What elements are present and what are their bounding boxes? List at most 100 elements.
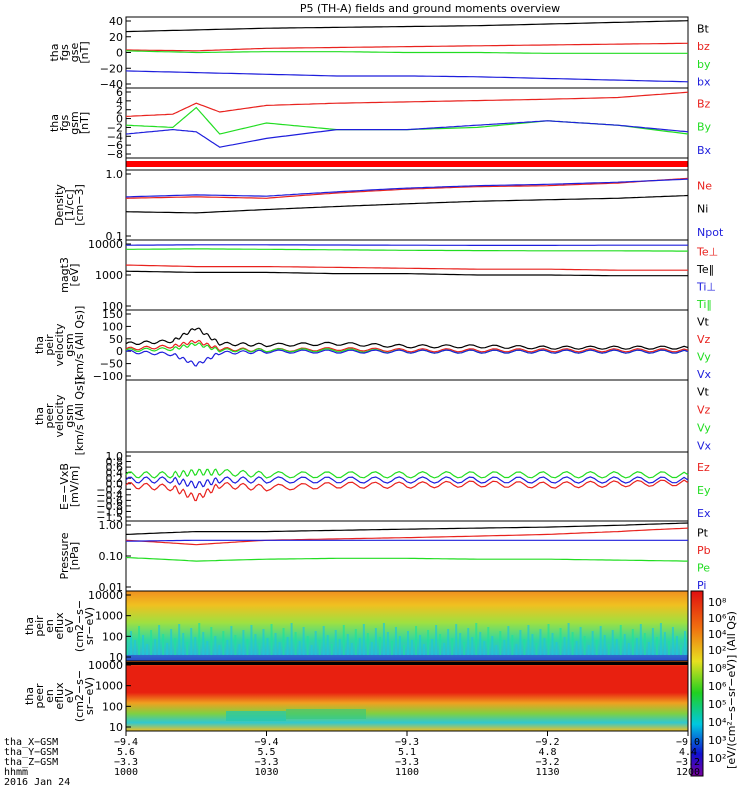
spec-streak xyxy=(210,627,213,655)
spec-streak xyxy=(362,624,365,655)
spec-streak xyxy=(511,635,514,655)
ylabel-line: tha xyxy=(23,687,36,705)
spec-streak xyxy=(407,631,409,655)
legend-entry: Pb xyxy=(697,544,711,557)
spec-streak xyxy=(431,639,434,655)
ylabel-line: [nT] xyxy=(78,112,91,134)
ylabel-line: [nT] xyxy=(78,41,91,63)
spec-streak xyxy=(615,639,618,655)
xtick-label: −9.0 xyxy=(676,737,700,748)
spec-streak xyxy=(166,643,169,655)
spec-streak xyxy=(503,640,506,655)
xtick-label: 4.8 xyxy=(538,747,556,758)
spec-streak xyxy=(130,631,133,655)
ylabel-line: [cm−3] xyxy=(73,184,86,226)
spec-streak xyxy=(398,636,401,655)
xtick-label: −3.3 xyxy=(395,757,419,768)
ylabel-line: tha xyxy=(48,114,61,132)
spec-streak xyxy=(154,639,157,655)
spec-streak xyxy=(567,623,570,655)
spec-streak xyxy=(587,645,590,655)
spec-streak xyxy=(603,635,606,655)
colorbar-label: 10⁸ xyxy=(708,596,727,609)
ylabel-line: gsm xyxy=(68,111,81,134)
ytick-label: −0.8 xyxy=(96,500,123,513)
spec-streak xyxy=(338,639,341,655)
spec-streak xyxy=(459,633,462,655)
ylabel: Pressure[nPa] xyxy=(58,532,81,579)
spec-streak xyxy=(298,641,301,655)
ylabel-line: en xyxy=(43,619,56,633)
spec-streak xyxy=(334,630,337,655)
spec-feature xyxy=(286,709,366,719)
spec-streak xyxy=(499,631,502,655)
colorbar: 10⁸ 10⁶ 10⁴ 10² 10⁸ 10⁶ 10⁵ 10⁴ 10³ 10² [eV/(cm²−… xyxy=(690,590,738,777)
ylabel-line: tha xyxy=(48,43,61,61)
spec-streak xyxy=(631,629,634,655)
ylabel-line: sr−eV) xyxy=(83,607,96,645)
series-fgs-gse-bz xyxy=(126,42,688,52)
spec-streak xyxy=(294,632,297,655)
ytick-label: 10 xyxy=(109,721,123,734)
spec-streak xyxy=(439,634,442,655)
spec-streak xyxy=(218,645,221,655)
legend-entry: bx xyxy=(697,76,711,89)
ytick-label: 1000 xyxy=(95,269,123,282)
spec-streak xyxy=(539,629,542,655)
legend-entry: Bz xyxy=(697,97,711,110)
panel-frame xyxy=(125,379,689,453)
spec-streak xyxy=(146,644,149,655)
legend-entry: Vy xyxy=(697,422,711,435)
spec-streak xyxy=(346,634,349,655)
ylabel-line: [nPa] xyxy=(68,542,81,570)
series-density-Npot xyxy=(125,178,689,198)
spec-streak xyxy=(202,632,205,655)
xtick-label: 1000 xyxy=(114,767,138,778)
spec-streak xyxy=(667,641,670,655)
xtick-label: −9.2 xyxy=(535,737,559,748)
ylabel-line: eV xyxy=(63,688,76,703)
mode-bar-fill xyxy=(126,161,688,167)
ylabel-line: tha xyxy=(33,407,46,425)
legend-entry: Ez xyxy=(697,461,710,474)
series-fgs-gse-Bt xyxy=(125,20,689,33)
spec-streak xyxy=(322,626,325,655)
ytick-label: 10000 xyxy=(88,659,123,672)
ytick-label: 1000 xyxy=(95,610,123,623)
spec-streak xyxy=(639,624,642,655)
ylabel-line: sr−eV) xyxy=(83,677,96,715)
spec-streak xyxy=(250,625,253,655)
xtick-label: 1130 xyxy=(535,767,559,778)
colorbar-labels: 10⁸ 10⁶ 10⁴ 10² 10⁸ 10⁶ 10⁵ 10⁴ 10³ 10² xyxy=(708,596,727,765)
spec-streak xyxy=(242,630,245,655)
ytick-label: 6 xyxy=(116,86,123,99)
spec-streak xyxy=(306,636,309,655)
series-temperature-Ti‖ xyxy=(126,248,688,252)
spec-streak xyxy=(222,631,225,655)
spec-streak xyxy=(559,628,562,655)
legend-entry: Vz xyxy=(697,404,711,417)
legend-entry: Pt xyxy=(697,526,709,539)
spec-streak xyxy=(455,624,458,655)
series-pressure-Pi xyxy=(126,539,688,542)
ylabel-line: peir xyxy=(33,615,46,637)
spec-streak xyxy=(547,624,550,655)
spec-feature xyxy=(226,711,286,721)
ylabel-line: fgs xyxy=(58,44,71,61)
ylabel-line: gse xyxy=(68,43,81,63)
colorbar-gradient xyxy=(690,590,704,777)
legend-entry: Vz xyxy=(697,333,711,346)
spec-streak xyxy=(330,644,333,655)
spec-streak xyxy=(274,633,277,655)
spec-streak xyxy=(386,632,389,655)
ylabel-line: peer xyxy=(33,683,46,709)
spec-streak xyxy=(170,629,173,655)
spec-low-band xyxy=(126,655,688,661)
spec-streak xyxy=(467,628,470,655)
spec-streak xyxy=(423,644,426,655)
